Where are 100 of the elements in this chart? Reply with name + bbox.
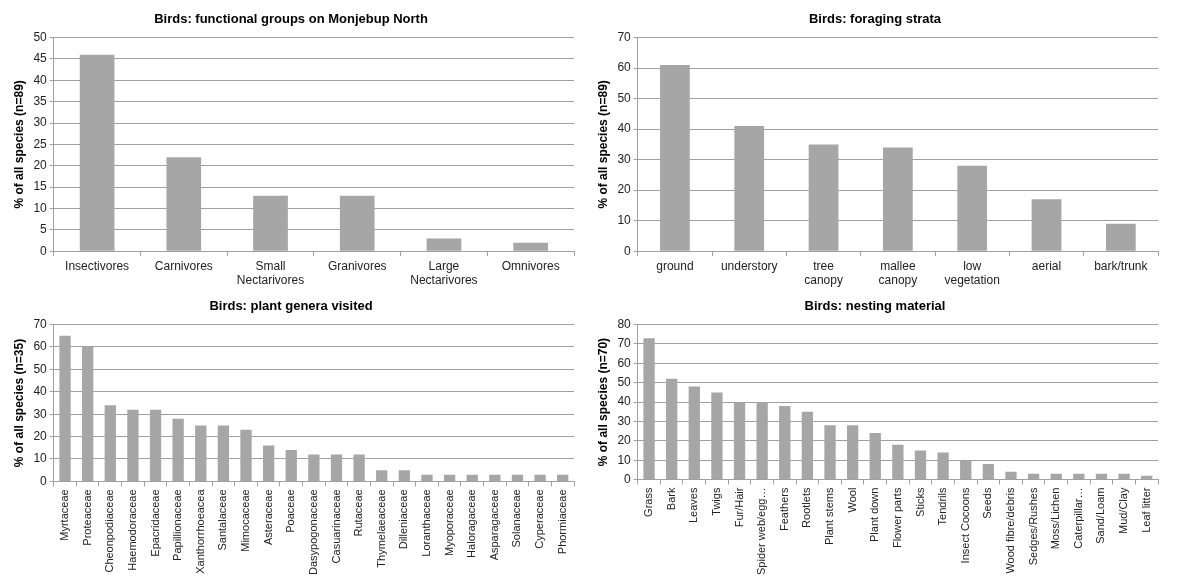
x-tick-label: Epacridaceae [148,489,161,557]
x-tick-label: Asparagaceae [487,489,500,561]
x-tick-label: Rootlets [800,487,813,528]
y-tick-label: 50 [617,90,632,105]
y-tick-label: 40 [617,394,632,409]
bar [1050,473,1062,480]
bar [398,470,411,481]
y-tick-label: 30 [33,406,48,421]
x-tick-label: Plant stems [823,487,836,546]
bar [1027,473,1040,480]
bar [1095,473,1108,480]
bar [534,474,546,481]
bar [466,474,478,481]
x-tick-label: Insectivores [65,258,130,273]
x-tick-label: Twigs [709,487,722,516]
y-tick-label: 0 [624,243,632,258]
y-tick-label: 20 [617,182,632,197]
x-tick-label: Wood fibre/debris [1004,487,1016,574]
y-tick-label: 10 [33,451,48,466]
x-tick-label: Casuarinaceae [329,489,342,564]
x-tick-label: Sticks [913,487,926,517]
bar [1073,473,1085,480]
x-tick-label: Large Nectarivores [410,258,478,288]
y-tick-label: 70 [617,336,632,351]
x-tick-label: Santalaceae [216,489,229,551]
y-axis-title: % of all species (n=35) [11,338,26,468]
chart-title: Birds: plant genera visited [209,298,373,314]
x-tick-label: Granivores [327,258,387,273]
x-tick-label: Insect Cocoons [958,487,971,564]
bar [426,238,462,251]
x-tick-label: Feathers [777,487,790,531]
y-tick-label: 70 [33,316,48,331]
bar [489,474,501,481]
y-tick-label: 40 [33,72,48,87]
x-tick-label: Dilleniaceae [397,489,410,550]
y-tick-label: 20 [617,433,632,448]
x-tick-label: Caterpillar… [1071,487,1084,549]
y-tick-label: 45 [33,51,48,66]
y-tick-label: 70 [617,29,632,44]
bar [557,474,569,481]
x-tick-label: tree canopy [804,258,843,288]
x-tick-label: Mimocaceae [239,489,252,552]
x-tick-label: Leaf litter [1139,487,1152,533]
y-tick-label: 20 [33,428,48,443]
y-tick-label: 30 [617,151,632,166]
x-tick-label: understory [720,258,778,273]
x-tick-label: low vegetation [944,258,1000,288]
y-tick-label: 20 [33,158,48,173]
x-tick-label: Fur/Hair [732,487,745,528]
chart-title: Birds: functional groups on Monjebup North [154,11,428,27]
x-tick-label: Omnivores [501,258,560,273]
x-tick-label: Plant down [868,487,881,542]
x-tick-label: bark/trunk [1094,258,1149,273]
x-tick-label: Rutaceae [352,489,365,537]
y-tick-label: 5 [40,222,48,237]
x-tick-label: Proteaceae [80,489,93,546]
y-tick-label: 40 [617,121,632,136]
y-tick-label: 0 [624,471,632,486]
bar [1005,471,1017,480]
x-tick-label: Carnivores [154,258,213,273]
y-tick-label: 30 [33,115,48,130]
y-tick-label: 10 [617,452,632,467]
x-tick-label: aerial [1031,258,1062,273]
y-tick-label: 10 [33,200,48,215]
x-tick-label: Haloragaceae [465,489,478,558]
y-tick-label: 60 [617,60,632,75]
y-tick-label: 50 [33,29,48,44]
y-tick-label: 40 [33,384,48,399]
y-axis-title: % of all species (n=70) [595,337,610,467]
x-tick-label: Xanthorrhoeacea [193,488,206,574]
x-tick-label: Seeds [981,487,994,519]
x-tick-label: Cyperaceae [533,489,546,549]
bar [982,464,995,480]
x-tick-label: Grass [642,487,655,517]
y-tick-label: 0 [40,473,48,488]
x-tick-label: Dasypogonaceae [306,489,319,575]
bar [443,474,456,481]
x-tick-label: Mud/Clay [1117,487,1130,535]
y-tick-label: 50 [33,361,48,376]
bar [511,474,524,481]
y-axis-title: % of all species (n=89) [11,80,26,209]
x-tick-label: Small Nectarivores [236,258,305,288]
x-tick-label: Myoporaceae [442,489,455,557]
x-tick-label: Leaves [687,487,700,524]
x-tick-label: Flower parts [890,487,903,549]
x-tick-label: Sand/Loam [1094,487,1107,544]
x-tick-label: Phormiaceae [555,489,568,555]
x-tick-label: Thymelaeaceae [374,489,387,568]
x-tick-label: Bark [664,487,677,511]
x-tick-label: Wool [845,487,858,513]
y-tick-label: 35 [33,93,48,108]
x-tick-label: Sedges/Rushes [1026,487,1039,566]
y-tick-label: 15 [33,179,48,194]
x-tick-label: Myrtaceae [58,489,71,541]
x-tick-label: Spider web/egg… [755,487,768,576]
x-tick-label: ground [656,258,694,273]
chart-title: Birds: foraging strata [808,11,942,27]
y-tick-label: 50 [617,375,632,390]
x-tick-label: Moss/Lichen [1049,487,1062,550]
bar [1105,223,1136,251]
